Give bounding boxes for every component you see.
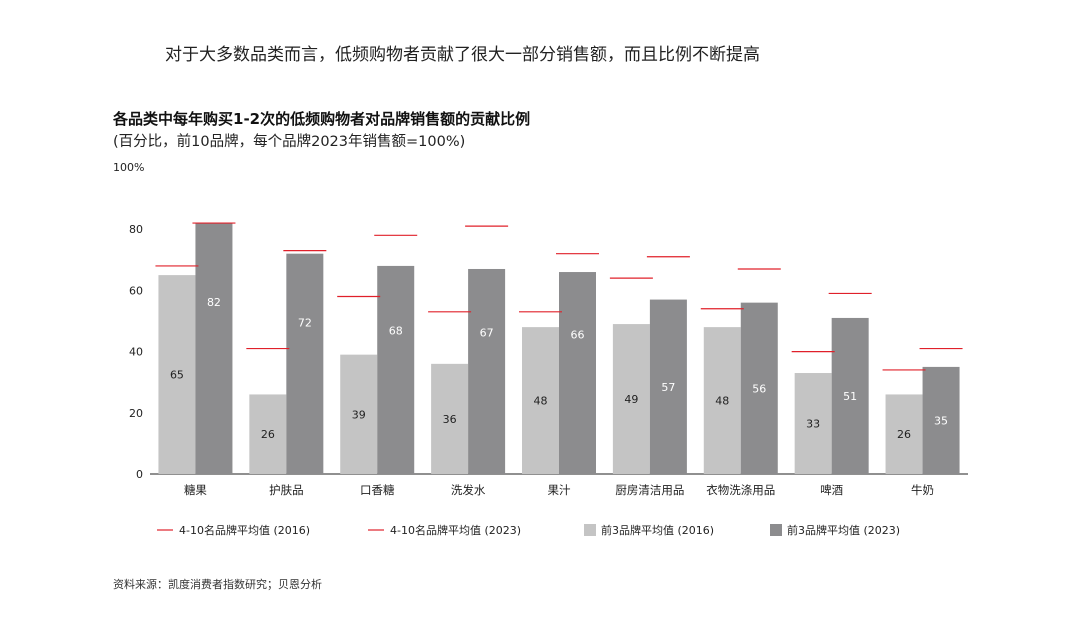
data-label-2016: 33 — [806, 418, 820, 431]
x-category-label: 护肤品 — [269, 483, 304, 497]
data-label-2016: 65 — [170, 369, 184, 382]
data-label-2023: 82 — [207, 296, 221, 309]
x-category-label: 啤酒 — [820, 483, 843, 497]
bar-2023 — [195, 223, 233, 474]
bar-2023 — [740, 302, 778, 474]
data-label-2023: 66 — [571, 329, 585, 342]
y-tick-label: 60 — [129, 284, 143, 297]
legend-label: 4-10名品牌平均值 (2023) — [390, 523, 521, 537]
x-category-label: 牛奶 — [911, 483, 934, 497]
bar-2023 — [922, 366, 960, 474]
bar-2016 — [340, 354, 378, 474]
bar-2023 — [377, 265, 415, 474]
data-label-2016: 39 — [352, 408, 366, 421]
bar-2023 — [286, 253, 324, 474]
y-axis-unit-label: 100% — [113, 161, 144, 174]
bar-2016 — [612, 324, 650, 474]
bar-2016 — [885, 394, 923, 474]
bar-2016 — [431, 363, 469, 474]
y-tick-label: 0 — [136, 468, 143, 481]
bar-2016 — [249, 394, 287, 474]
x-category-label: 糖果 — [184, 483, 207, 497]
y-tick-label: 40 — [129, 346, 143, 359]
data-label-2023: 68 — [389, 325, 403, 338]
legend-label: 前3品牌平均值 (2016) — [601, 523, 714, 537]
headline: 对于大多数品类而言，低频购物者贡献了很大一部分销售额，而且比例不断提高 — [165, 45, 760, 65]
data-label-2016: 26 — [897, 428, 911, 441]
chart-title: 各品类中每年购买1-2次的低频购物者对品牌销售额的贡献比例 — [113, 110, 531, 128]
bar-2016 — [522, 327, 559, 474]
bar-2023 — [559, 272, 596, 474]
x-category-label: 口香糖 — [360, 483, 395, 497]
data-label-2023: 56 — [752, 382, 766, 395]
data-label-2016: 36 — [443, 413, 457, 426]
bar-2016 — [158, 275, 196, 474]
data-label-2023: 57 — [661, 381, 675, 394]
y-tick-label: 20 — [129, 407, 143, 420]
source-note: 资料来源：凯度消费者指数研究；贝恩分析 — [113, 578, 322, 591]
legend-label: 前3品牌平均值 (2023) — [787, 523, 900, 537]
legend-bar-swatch — [584, 524, 596, 536]
y-tick-label: 80 — [129, 223, 143, 236]
x-category-label: 衣物洗涤用品 — [706, 483, 775, 497]
x-category-label: 洗发水 — [451, 483, 486, 497]
x-category-label: 厨房清洁用品 — [615, 483, 684, 497]
legend-bar-swatch — [770, 524, 782, 536]
bar-2016 — [703, 327, 741, 474]
data-label-2016: 26 — [261, 428, 275, 441]
legend-label: 4-10名品牌平均值 (2016) — [179, 523, 310, 537]
data-label-2023: 51 — [843, 390, 857, 403]
bar-2023 — [468, 268, 506, 474]
data-label-2016: 49 — [624, 393, 638, 406]
bar-2023 — [649, 299, 687, 474]
data-label-2016: 48 — [534, 395, 548, 408]
data-label-2016: 48 — [715, 395, 729, 408]
data-label-2023: 72 — [298, 316, 312, 329]
chart-subtitle: (百分比，前10品牌，每个品牌2023年销售额=100%) — [113, 134, 466, 150]
x-category-label: 果汁 — [548, 483, 571, 497]
data-label-2023: 67 — [480, 327, 494, 340]
data-label-2023: 35 — [934, 414, 948, 427]
bar-2023 — [831, 317, 869, 474]
bar-2016 — [794, 373, 832, 474]
